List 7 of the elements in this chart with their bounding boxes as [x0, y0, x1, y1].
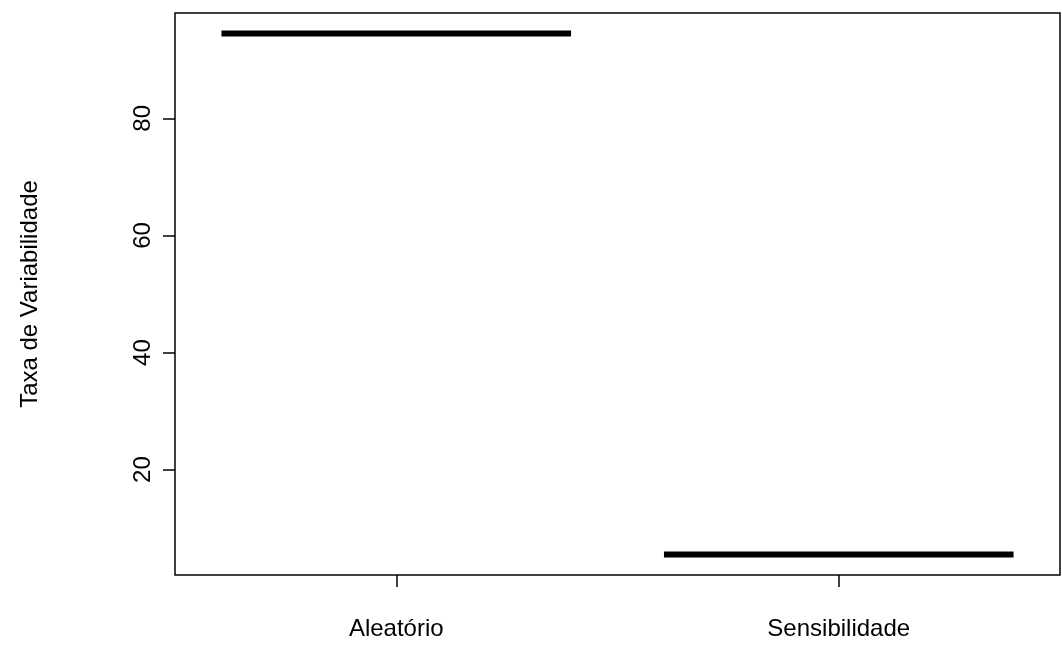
y-tick-label: 80 — [127, 105, 155, 132]
x-tick-label: Aleatório — [348, 613, 444, 641]
y-tick-label: 40 — [127, 339, 155, 366]
y-tick-label: 60 — [127, 222, 155, 249]
x-tick-label: Sensibilidade — [767, 613, 911, 641]
y-tick-label: 20 — [127, 456, 155, 483]
y-axis-title: Taxa de Variabilidade — [14, 180, 42, 408]
